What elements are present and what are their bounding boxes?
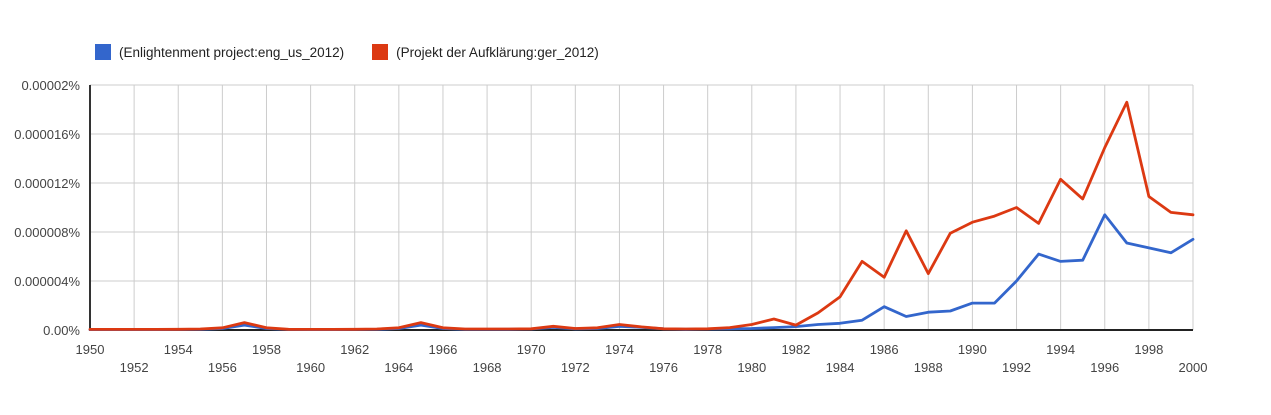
legend-swatch-blue-icon (95, 44, 111, 60)
x-axis-tick-label: 2000 (1178, 360, 1208, 375)
x-axis-tick-label: 1992 (1002, 360, 1031, 375)
x-axis-tick-label: 1998 (1134, 342, 1164, 357)
chart-legend: (Enlightenment project:eng_us_2012) (Pro… (95, 44, 599, 60)
x-axis-tick-label: 1982 (781, 342, 811, 357)
x-axis-tick-label: 1984 (825, 360, 855, 375)
y-axis-tick-label: 0.000016% (14, 127, 80, 142)
x-axis-tick-label: 1952 (119, 360, 149, 375)
x-axis-tick-label: 1956 (207, 360, 237, 375)
y-axis-tick-label: 0.00% (43, 323, 80, 338)
x-axis-tick-label: 1980 (737, 360, 767, 375)
x-axis-tick-label: 1968 (472, 360, 502, 375)
x-axis-tick-label: 1974 (604, 342, 634, 357)
x-axis-tick-label: 1958 (252, 342, 281, 357)
x-axis-tick-label: 1994 (1046, 342, 1076, 357)
x-axis-tick-label: 1960 (296, 360, 326, 375)
legend-label-eng-us: (Enlightenment project:eng_us_2012) (119, 44, 345, 60)
x-axis-tick-label: 1976 (649, 360, 678, 375)
y-axis-tick-label: 0.000008% (14, 225, 80, 240)
x-axis-tick-label: 1954 (163, 342, 193, 357)
x-axis-tick-label: 1996 (1090, 360, 1120, 375)
series-line-1[interactable] (88, 100, 1195, 331)
x-axis-tick-label: 1990 (957, 342, 987, 357)
y-axis-tick-label: 0.00002% (21, 78, 80, 93)
x-axis-tick-label: 1988 (913, 360, 943, 375)
x-axis-tick-label: 1964 (384, 360, 414, 375)
x-axis-tick-label: 1970 (516, 342, 546, 357)
x-axis-tick-label: 1962 (340, 342, 370, 357)
legend-swatch-red-icon (372, 44, 389, 60)
x-axis-tick-label: 1986 (869, 342, 899, 357)
y-axis-tick-label: 0.000012% (14, 176, 80, 191)
x-axis-tick-label: 1950 (75, 342, 105, 357)
legend-item-ger: (Projekt der Aufklärung:ger_2012) (372, 44, 599, 60)
legend-label-ger: (Projekt der Aufklärung:ger_2012) (396, 44, 599, 60)
y-axis-tick-label: 0.000004% (14, 274, 80, 289)
x-axis-tick-label: 1966 (428, 342, 458, 357)
x-axis-tick-label: 1978 (693, 342, 723, 357)
x-axis-tick-label: 1972 (560, 360, 590, 375)
legend-item-eng-us: (Enlightenment project:eng_us_2012) (95, 44, 344, 60)
